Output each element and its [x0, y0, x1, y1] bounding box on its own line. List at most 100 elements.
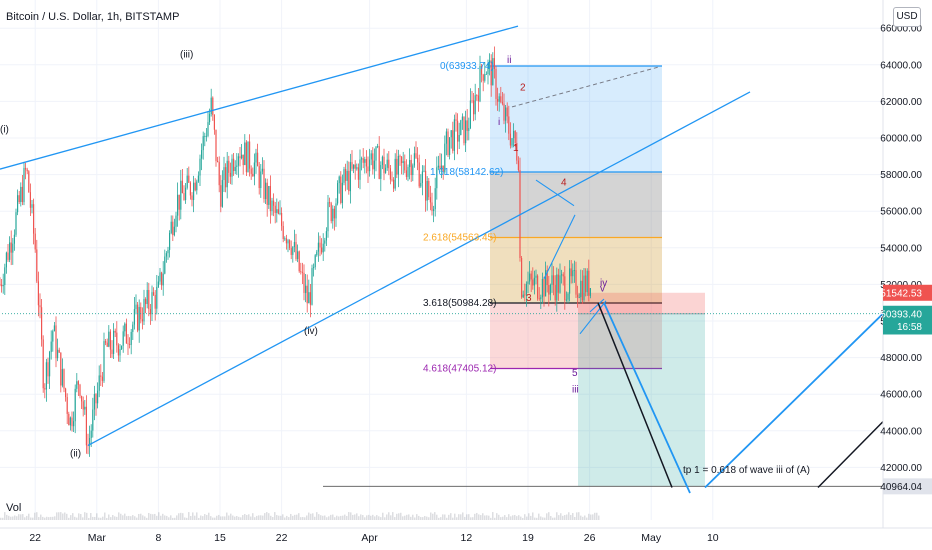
candle [449, 137, 451, 156]
volume-bar [296, 514, 298, 520]
volume-bar [128, 515, 130, 520]
volume-bar [56, 512, 58, 520]
volume-bar [68, 517, 70, 520]
candle [167, 249, 169, 254]
candle [521, 258, 523, 298]
candle [314, 255, 316, 268]
candle [65, 388, 67, 398]
candle [58, 349, 60, 353]
volume-bar [4, 512, 6, 520]
candle [535, 275, 537, 278]
candle [474, 95, 476, 115]
volume-bar [344, 514, 346, 520]
volume-bar [400, 512, 402, 520]
volume-bar [242, 515, 244, 520]
candle [226, 160, 228, 188]
volume-bar [24, 517, 26, 520]
volume-bar [26, 515, 28, 520]
candle [39, 305, 41, 308]
candle [250, 168, 252, 174]
fib-connector [511, 66, 661, 108]
candle [61, 369, 63, 386]
candle [316, 251, 318, 256]
candle [33, 204, 35, 234]
candle [261, 168, 263, 172]
candle [141, 319, 143, 322]
volume-bar [270, 515, 272, 520]
candle [170, 221, 172, 234]
candle [186, 175, 188, 188]
candle [2, 284, 4, 287]
wave-label: 4 [561, 178, 567, 189]
candle [386, 159, 388, 168]
volume-bar [22, 514, 24, 520]
candle [265, 182, 267, 200]
candle [53, 325, 55, 332]
volume-bar [2, 517, 4, 520]
candle [541, 279, 543, 298]
candle [140, 306, 142, 320]
volume-bar [194, 515, 196, 520]
candle [372, 153, 374, 170]
fib-extension[interactable] [490, 65, 705, 487]
volume-bar [146, 517, 148, 520]
candle [394, 158, 396, 189]
volume-bar [264, 513, 266, 520]
volume-bar [532, 512, 534, 520]
candle [401, 156, 403, 164]
candle [293, 241, 295, 248]
candle [17, 195, 19, 213]
candle [116, 332, 118, 346]
wave-label: iii [572, 384, 579, 395]
candle [279, 212, 281, 214]
volume-bar [228, 515, 230, 520]
candle [74, 388, 76, 422]
time-tick-label: Mar [88, 532, 107, 544]
volume-bar [434, 512, 436, 520]
volume-bar [256, 515, 258, 520]
volume-bar [34, 512, 36, 520]
volume-bar [80, 514, 82, 520]
volume-bar [134, 516, 136, 520]
candle [145, 298, 147, 305]
candle [257, 152, 259, 167]
volume-bar [6, 514, 8, 520]
candle [532, 279, 534, 286]
candle [397, 156, 399, 175]
volume-bar [312, 513, 314, 520]
candle [169, 233, 171, 250]
candle [490, 60, 492, 86]
volume-bar [362, 515, 364, 520]
volume-bar [70, 515, 72, 520]
time-axis[interactable]: 22 Mar 8 15 22 Apr 12 19 26 May 10 [0, 527, 932, 544]
trendlines[interactable] [0, 25, 884, 494]
price-axis[interactable]: 66000.00 64000.00 62000.00 60000.00 58000.00… [880, 0, 932, 550]
candle [388, 159, 390, 169]
candle [247, 141, 249, 173]
volume-bar [374, 516, 376, 520]
candle [537, 275, 539, 299]
volume-bar [402, 516, 404, 520]
wedge-line [535, 179, 575, 207]
volume-bar [268, 513, 270, 520]
fib-zone [490, 171, 662, 238]
volume-bar [236, 516, 238, 520]
candle [412, 165, 414, 176]
volume-bar [284, 517, 286, 520]
candle [202, 136, 204, 151]
candle [409, 160, 411, 168]
volume-bar [366, 515, 368, 520]
volume-bar [174, 517, 176, 520]
volume-bar [210, 516, 212, 520]
currency-button[interactable]: USD [893, 7, 921, 27]
candle [34, 233, 36, 250]
volume-bar [156, 515, 158, 520]
price-badge-label: 51542.53 [880, 288, 922, 299]
candle [348, 170, 350, 192]
candle [511, 138, 513, 146]
candle [263, 168, 265, 200]
volume-bar [492, 512, 494, 520]
candle [317, 242, 319, 252]
candle [466, 120, 468, 131]
